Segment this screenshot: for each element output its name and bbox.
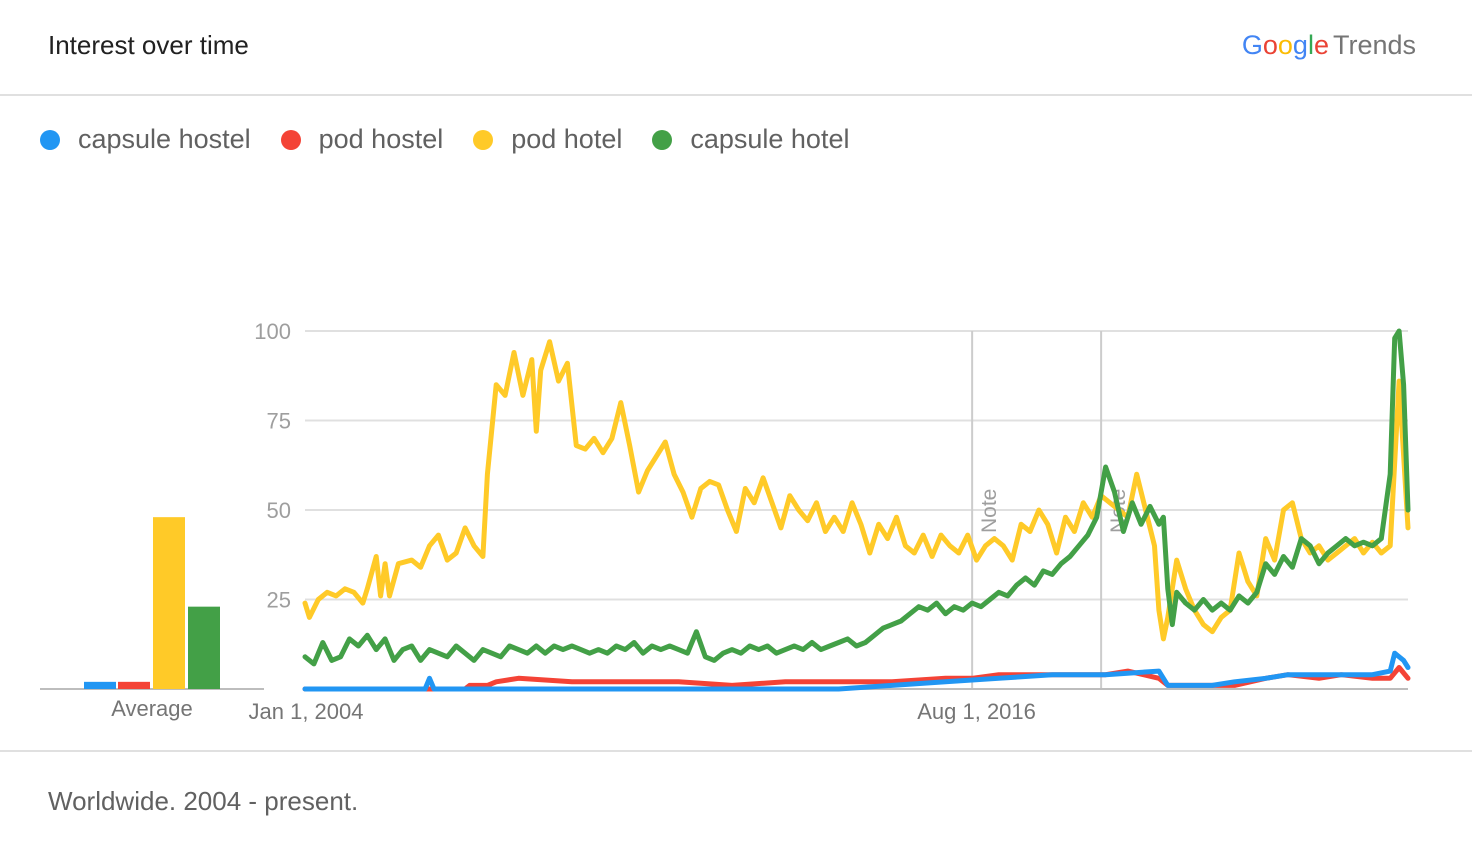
legend-label: capsule hostel (78, 124, 251, 154)
average-bar (118, 681, 150, 689)
y-tick-label: 100 (254, 319, 291, 344)
legend-label: capsule hotel (690, 124, 850, 154)
google-trends-logo: Google Trends (1242, 30, 1416, 61)
average-label: Average (111, 696, 193, 721)
average-bar (188, 606, 220, 689)
google-wordmark: Google (1241, 30, 1329, 60)
legend-label: pod hostel (318, 124, 444, 154)
legend-item-pod-hotel[interactable]: pod hotel (473, 124, 622, 155)
page-title: Interest over time (48, 30, 249, 60)
trends-wordmark: Trends (1332, 30, 1416, 60)
chart-footer: Worldwide. 2004 - present. (0, 750, 1472, 816)
series-line (302, 650, 1411, 692)
chart-header: Interest over time Google Trends (0, 0, 1472, 96)
legend-dot (652, 129, 673, 150)
series-line (302, 328, 1411, 667)
series-line (302, 339, 1411, 642)
legend-item-capsule-hotel[interactable]: capsule hotel (652, 124, 849, 155)
legend-dot (280, 129, 301, 150)
x-tick-label: Aug 1, 2016 (917, 699, 1036, 724)
legend-dot (473, 129, 494, 150)
note-label: Note (978, 489, 1001, 533)
y-tick-label: 50 (267, 498, 291, 523)
y-tick-label: 75 (267, 409, 291, 434)
x-tick-label: Jan 1, 2004 (249, 699, 364, 724)
footer-text: Worldwide. 2004 - present. (48, 786, 359, 816)
y-tick-label: 25 (267, 588, 291, 613)
legend: capsule hostel pod hostel pod hotel caps… (40, 124, 879, 155)
legend-label: pod hotel (511, 124, 623, 154)
legend-dot (40, 129, 60, 150)
average-bar (153, 517, 185, 689)
average-bar (84, 681, 116, 689)
series-line (302, 665, 1411, 692)
legend-item-capsule-hostel[interactable]: capsule hostel (40, 124, 251, 155)
legend-item-pod-hostel[interactable]: pod hostel (280, 124, 444, 155)
